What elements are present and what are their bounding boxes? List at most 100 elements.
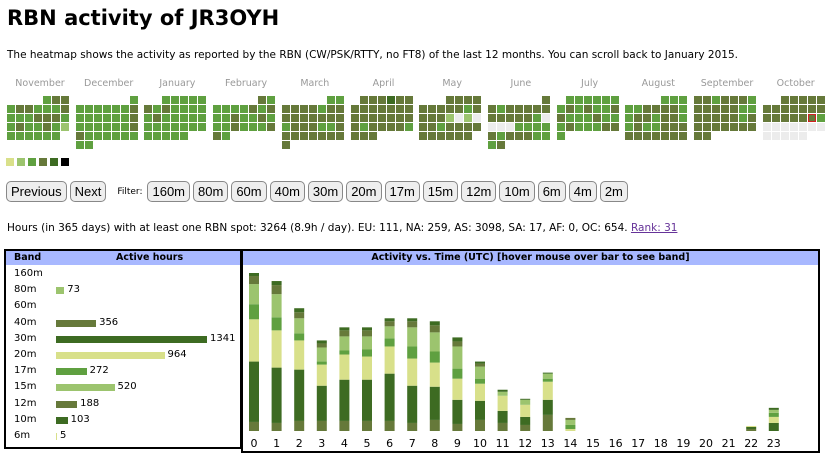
heatmap-day-cell[interactable] <box>541 96 550 104</box>
heatmap-day-cell[interactable] <box>762 123 771 131</box>
bar-segment-20m[interactable] <box>746 425 757 427</box>
heatmap-day-cell[interactable] <box>111 123 120 131</box>
bar-segment-30m[interactable] <box>497 410 508 423</box>
heatmap-day-cell[interactable] <box>326 123 335 131</box>
heatmap-day-cell[interactable] <box>634 105 643 113</box>
heatmap-day-cell[interactable] <box>771 114 780 122</box>
heatmap-day-cell[interactable] <box>798 132 807 140</box>
heatmap-day-cell[interactable] <box>93 105 102 113</box>
bar-segment-40m[interactable] <box>407 422 418 431</box>
heatmap-day-cell[interactable] <box>455 132 464 140</box>
heatmap-day-cell[interactable] <box>7 132 15 140</box>
heatmap-day-cell[interactable] <box>446 123 455 131</box>
heatmap-day-cell[interactable] <box>643 132 652 140</box>
heatmap-day-cell[interactable] <box>428 123 437 131</box>
filter-60m-button[interactable]: 60m <box>231 181 267 202</box>
heatmap-day-cell[interactable] <box>34 132 42 140</box>
heatmap-day-cell[interactable] <box>652 105 661 113</box>
heatmap-day-cell[interactable] <box>180 96 189 104</box>
heatmap-day-cell[interactable] <box>368 132 377 140</box>
heatmap-day-cell[interactable] <box>75 114 84 122</box>
heatmap-day-cell[interactable] <box>249 123 258 131</box>
heatmap-day-cell[interactable] <box>496 123 505 131</box>
bar-segment-17m[interactable] <box>271 317 282 331</box>
heatmap-day-cell[interactable] <box>317 123 326 131</box>
heatmap-day-cell[interactable] <box>404 123 413 131</box>
heatmap-day-cell[interactable] <box>464 114 473 122</box>
heatmap-day-cell[interactable] <box>816 96 825 104</box>
bar-segment-30m[interactable] <box>362 379 372 421</box>
heatmap-day-cell[interactable] <box>171 114 180 122</box>
heatmap-day-cell[interactable] <box>455 114 464 122</box>
heatmap-day-cell[interactable] <box>679 123 688 131</box>
bar-segment-20m[interactable] <box>294 340 305 370</box>
bar-segment-15m[interactable] <box>768 409 779 413</box>
heatmap-day-cell[interactable] <box>679 105 688 113</box>
bar-segment-20m[interactable] <box>407 358 418 386</box>
bar-segment-15m[interactable] <box>384 326 395 339</box>
filter-17m-button[interactable]: 17m <box>384 181 420 202</box>
heatmap-day-cell[interactable] <box>446 132 455 140</box>
bar-segment-15m[interactable] <box>339 336 350 351</box>
heatmap-day-cell[interactable] <box>816 105 825 113</box>
bar-segment-20m[interactable] <box>316 364 327 386</box>
heatmap-day-cell[interactable] <box>473 105 482 113</box>
heatmap-day-cell[interactable] <box>120 114 129 122</box>
heatmap-day-cell[interactable] <box>43 132 51 140</box>
bar-segment-30m[interactable] <box>316 385 327 421</box>
bar-segment-30m[interactable] <box>429 386 440 420</box>
heatmap-day-cell[interactable] <box>455 105 464 113</box>
heatmap-day-cell[interactable] <box>213 105 222 113</box>
heatmap-day-cell[interactable] <box>308 105 317 113</box>
bar-segment-40m[interactable] <box>429 419 440 431</box>
bar-segment-17m[interactable] <box>429 351 440 363</box>
heatmap-day-cell[interactable] <box>762 105 771 113</box>
bar-segment-20m[interactable] <box>542 381 553 400</box>
heatmap-day-cell[interactable] <box>541 114 550 122</box>
heatmap-day-cell[interactable] <box>395 105 404 113</box>
heatmap-day-cell[interactable] <box>583 114 592 122</box>
bar-segment-10m[interactable] <box>384 318 395 322</box>
heatmap-day-cell[interactable] <box>532 132 541 140</box>
bar-segment-12m[interactable] <box>475 363 485 367</box>
heatmap-day-cell[interactable] <box>281 123 290 131</box>
heatmap-day-cell[interactable] <box>780 114 789 122</box>
heatmap-day-cell[interactable] <box>25 132 33 140</box>
heatmap-day-cell[interactable] <box>299 105 308 113</box>
heatmap-day-cell[interactable] <box>43 105 51 113</box>
heatmap-day-cell[interactable] <box>574 96 583 104</box>
heatmap-day-cell[interactable] <box>730 114 738 122</box>
heatmap-day-cell[interactable] <box>84 114 93 122</box>
heatmap-day-cell[interactable] <box>359 96 368 104</box>
heatmap-day-cell[interactable] <box>712 96 720 104</box>
filter-160m-button[interactable]: 160m <box>147 181 191 202</box>
bar-segment-17m[interactable] <box>316 361 327 365</box>
heatmap-day-cell[interactable] <box>661 105 670 113</box>
heatmap-day-cell[interactable] <box>514 105 523 113</box>
heatmap-day-cell[interactable] <box>437 105 446 113</box>
heatmap-day-cell[interactable] <box>739 96 747 104</box>
heatmap-day-cell[interactable] <box>610 105 619 113</box>
heatmap-day-cell[interactable] <box>455 96 464 104</box>
heatmap-day-cell[interactable] <box>807 114 816 122</box>
heatmap-day-cell[interactable] <box>574 114 583 122</box>
heatmap-day-cell[interactable] <box>240 114 249 122</box>
heatmap-day-cell[interactable] <box>464 123 473 131</box>
bar-segment-10m[interactable] <box>475 361 485 364</box>
heatmap-day-cell[interactable] <box>703 96 711 104</box>
heatmap-day-cell[interactable] <box>162 132 171 140</box>
heatmap-day-cell[interactable] <box>601 96 610 104</box>
heatmap-day-cell[interactable] <box>496 105 505 113</box>
heatmap-day-cell[interactable] <box>281 105 290 113</box>
heatmap-day-cell[interactable] <box>386 114 395 122</box>
heatmap-day-cell[interactable] <box>43 96 51 104</box>
heatmap-day-cell[interactable] <box>694 114 702 122</box>
bar-segment-40m[interactable] <box>542 414 553 431</box>
heatmap-day-cell[interactable] <box>326 105 335 113</box>
heatmap-day-cell[interactable] <box>721 105 729 113</box>
heatmap-day-cell[interactable] <box>634 123 643 131</box>
bar-segment-40m[interactable] <box>294 420 305 431</box>
heatmap-day-cell[interactable] <box>739 114 747 122</box>
bar-segment-12m[interactable] <box>339 330 350 337</box>
filter-6m-button[interactable]: 6m <box>537 181 566 202</box>
